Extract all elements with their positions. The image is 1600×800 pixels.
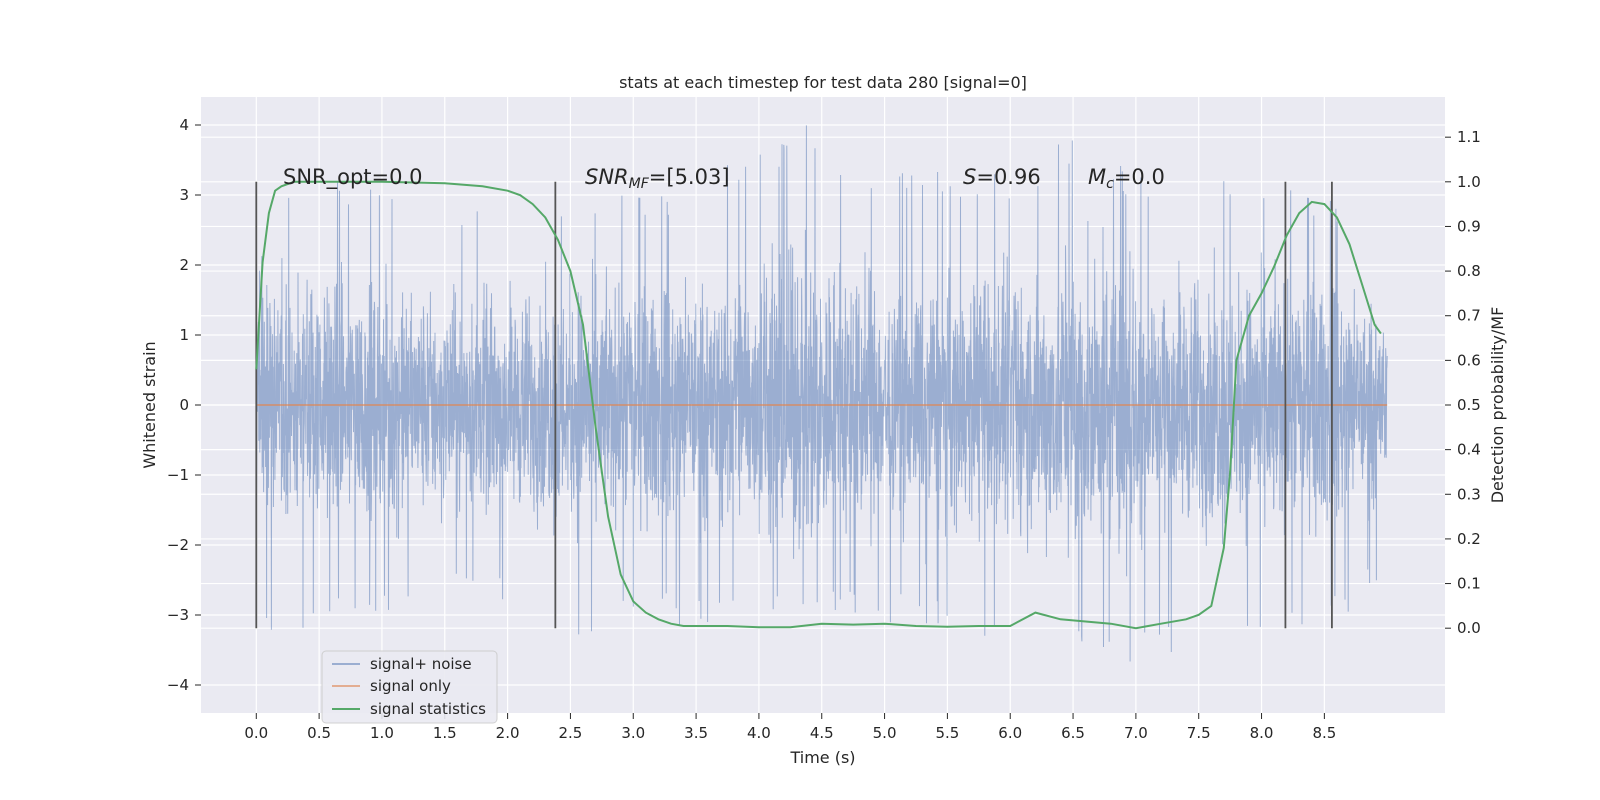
y-tick-label: −1 xyxy=(167,466,189,484)
x-tick-label: 3.0 xyxy=(621,724,645,742)
legend-box xyxy=(321,650,498,724)
x-tick-label: 2.5 xyxy=(559,724,583,742)
x-tick-label: 4.5 xyxy=(810,724,834,742)
y2-tick-label: 0.1 xyxy=(1457,575,1481,593)
legend-label-noise: signal+ noise xyxy=(370,655,472,673)
y2-tick-label: 0.3 xyxy=(1457,485,1481,503)
y2-tick-label: 0.4 xyxy=(1457,441,1481,459)
y-tick-label: 4 xyxy=(179,116,189,134)
y-tick-label: −2 xyxy=(167,536,189,554)
x-tick-label: 1.5 xyxy=(433,724,457,742)
annotation-snr-mf: SNRMF=[5.03] xyxy=(585,165,730,192)
x-tick-label: 7.5 xyxy=(1187,724,1211,742)
annotation-snr-opt: SNR_opt=0.0 xyxy=(283,165,423,190)
x-axis-label: Time (s) xyxy=(789,748,855,767)
y2-tick-label: 0.0 xyxy=(1457,619,1481,637)
y-tick-label: −3 xyxy=(167,606,189,624)
y-tick-label: 1 xyxy=(179,326,189,344)
y-tick-label: 2 xyxy=(179,256,189,274)
y2-axis-ticks: 1.1 1.0 0.9 0.8 0.7 0.6 0.5 0.4 0.3 0.2 0.1 0.0 xyxy=(1445,128,1481,637)
legend-label-stat: signal statistics xyxy=(370,700,486,718)
x-tick-label: 0.0 xyxy=(244,724,268,742)
y2-tick-label: 0.2 xyxy=(1457,530,1481,548)
legend: signal+ noise signal only signal statist… xyxy=(321,650,498,724)
y-tick-label: 0 xyxy=(179,396,189,414)
annotation-s: S=0.96 xyxy=(963,165,1041,189)
y2-tick-label: 0.8 xyxy=(1457,262,1481,280)
x-tick-label: 5.5 xyxy=(935,724,959,742)
chart-title: stats at each timestep for test data 280… xyxy=(619,73,1027,92)
x-tick-label: 6.0 xyxy=(998,724,1022,742)
x-tick-label: 4.0 xyxy=(747,724,771,742)
x-tick-label: 5.0 xyxy=(873,724,897,742)
y-tick-label: 3 xyxy=(179,186,189,204)
y2-tick-label: 1.1 xyxy=(1457,128,1481,146)
y2-tick-label: 1.0 xyxy=(1457,173,1481,191)
legend-label-signal: signal only xyxy=(370,677,451,695)
y-axis-label: Whitened strain xyxy=(140,341,159,468)
y2-tick-label: 0.6 xyxy=(1457,351,1481,369)
y2-tick-label: 0.7 xyxy=(1457,307,1481,325)
x-tick-label: 6.5 xyxy=(1061,724,1085,742)
x-axis-ticks: 0.0 0.5 1.0 1.5 2.0 2.5 3.0 3.5 4.0 4.5 5.0 5.5 6.0 6… xyxy=(244,713,1336,742)
x-tick-label: 8.5 xyxy=(1312,724,1336,742)
y-axis-ticks: 4 3 2 1 0 −1 −2 −3 −4 xyxy=(167,116,201,694)
y2-tick-label: 0.9 xyxy=(1457,217,1481,235)
y-tick-label: −4 xyxy=(167,676,189,694)
annotation-mc: Mc=0.0 xyxy=(1088,165,1165,192)
noise-path xyxy=(255,125,1388,662)
signal-noise-trace xyxy=(255,125,1388,662)
x-tick-label: 0.5 xyxy=(307,724,331,742)
x-tick-label: 1.0 xyxy=(370,724,394,742)
y2-tick-label: 0.5 xyxy=(1457,396,1481,414)
vertical-markers xyxy=(255,181,1333,629)
y2-axis-label: Detection probability/MF xyxy=(1488,307,1507,504)
x-tick-label: 8.0 xyxy=(1250,724,1274,742)
x-tick-label: 2.0 xyxy=(496,724,520,742)
signal-statistics-line xyxy=(255,180,1382,630)
x-tick-label: 7.0 xyxy=(1124,724,1148,742)
x-tick-label: 3.5 xyxy=(684,724,708,742)
